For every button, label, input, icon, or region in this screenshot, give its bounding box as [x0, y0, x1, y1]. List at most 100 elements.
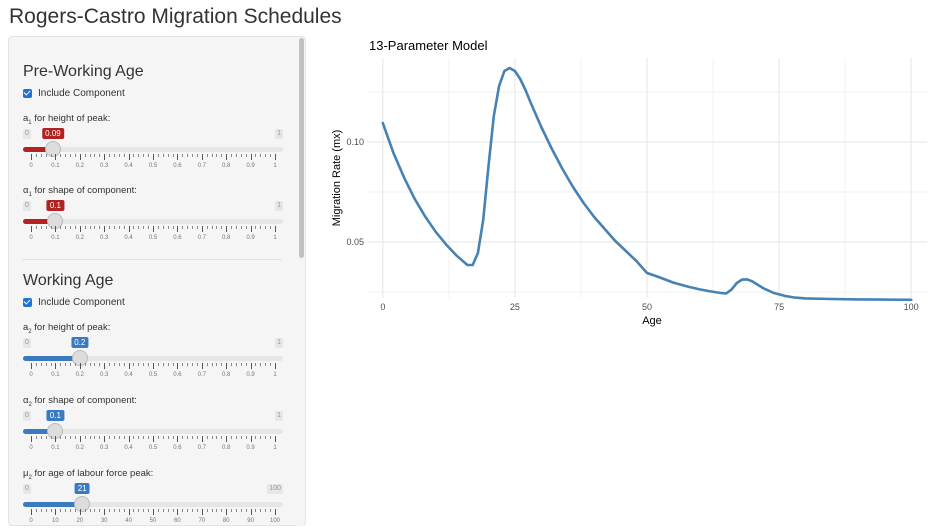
slider-tick-labels: 0 0.1 0.2 0.3 0.4 0.5 0.6 0.7 0.8 0.9 1: [23, 163, 283, 171]
slider-minor-tick: [138, 436, 140, 439]
slider-tick-label: 0.3: [100, 445, 109, 451]
alpha1-label: α1 for shape of component:: [23, 185, 137, 198]
slider-minor-tick: [113, 226, 115, 229]
slider-minor-tick: [255, 363, 257, 366]
slider-minor-tick: [35, 226, 37, 229]
slider-minor-tick: [187, 509, 189, 512]
slider-tick-label: 0.8: [222, 163, 231, 169]
slider-major-tick: [177, 154, 179, 160]
y-axis-label: Migration Rate (mx): [331, 130, 343, 227]
slider-minor-tick: [167, 226, 169, 229]
mu2-slider[interactable]: 0 100 21 0 10 20 30 40 50 60 70 80 90 100: [23, 483, 283, 532]
slider-tick-label: 90: [247, 518, 254, 524]
slider-major-tick: [128, 509, 130, 515]
slider-minor-tick: [157, 436, 159, 439]
sidebar-scrollbar-thumb[interactable]: [299, 38, 304, 258]
slider-minor-tick: [65, 363, 67, 366]
slider-tick-label: 0.7: [197, 235, 206, 241]
pre-working-include-toggle[interactable]: Include Component: [23, 88, 125, 99]
slider-minor-tick: [270, 436, 272, 439]
working-include-toggle[interactable]: Include Component: [23, 297, 125, 308]
slider-minor-tick: [133, 509, 135, 512]
slider-minor-tick: [231, 363, 233, 366]
slider-minor-tick: [235, 436, 237, 439]
slider-ticks: [23, 509, 283, 517]
slider-tick-label: 0.3: [100, 235, 109, 241]
slider-minor-tick: [94, 226, 96, 229]
slider-minor-tick: [157, 226, 159, 229]
slider-minor-tick: [255, 436, 257, 439]
slider-minor-tick: [99, 509, 101, 512]
slider-minor-tick: [162, 436, 164, 439]
slider-minor-tick: [113, 436, 115, 439]
sidebar-scrollbar-track[interactable]: [297, 38, 304, 526]
slider-minor-tick: [206, 509, 208, 512]
slider-minor-tick: [211, 154, 213, 157]
slider-minor-tick: [99, 363, 101, 366]
slider-major-tick: [177, 436, 179, 442]
slider-major-tick: [128, 226, 130, 232]
slider-minor-tick: [109, 154, 111, 157]
checkbox-checked-icon[interactable]: [23, 298, 32, 307]
alpha2-slider[interactable]: 0 1 0.1 0 0.1 0.2 0.3 0.4 0.5 0.6 0.7 0.8 0.9 1: [23, 410, 283, 459]
slider-major-tick: [79, 226, 81, 232]
slider-tick-label: 0.4: [124, 163, 133, 169]
slider-minor-tick: [118, 436, 120, 439]
slider-min-label: 0: [23, 129, 31, 139]
slider-tick-label: 0.3: [100, 163, 109, 169]
slider-tick-label: 0: [29, 372, 33, 378]
slider-minor-tick: [182, 154, 184, 157]
slider-minor-tick: [118, 509, 120, 512]
y-tick-label: 0.05: [346, 237, 364, 247]
slider-track[interactable]: [23, 502, 283, 507]
slider-tick-label: 0.7: [197, 445, 206, 451]
slider-minor-tick: [45, 226, 47, 229]
slider-tick-label: 0.2: [75, 163, 84, 169]
slider-minor-tick: [84, 154, 86, 157]
slider-minor-tick: [84, 436, 86, 439]
slider-value-badge: 0.1: [46, 410, 64, 421]
slider-handle[interactable]: [44, 141, 61, 157]
slider-major-tick: [275, 226, 276, 232]
slider-fill: [23, 219, 56, 224]
slider-tick-label: 20: [76, 518, 84, 524]
slider-minor-tick: [89, 226, 91, 229]
slider-major-tick: [250, 509, 252, 515]
slider-minor-tick: [94, 154, 96, 157]
slider-minor-tick: [40, 509, 42, 512]
app-title: Rogers-Castro Migration Schedules: [9, 5, 342, 28]
slider-track[interactable]: [23, 219, 283, 224]
slider-minor-tick: [74, 154, 76, 157]
slider-minor-tick: [221, 363, 223, 366]
slider-tick-label: 0.5: [148, 372, 158, 378]
slider-minor-tick: [172, 363, 174, 366]
slider-major-tick: [226, 436, 228, 442]
slider-minor-tick: [50, 436, 52, 439]
slider-minor-tick: [109, 436, 111, 439]
slider-max-label: 1: [275, 338, 283, 348]
slider-minor-tick: [235, 226, 237, 229]
slider-handle[interactable]: [74, 496, 91, 512]
a2-slider[interactable]: 0 1 0.2 0 0.1 0.2 0.3 0.4 0.5 0.6 0.7 0.8 0.9 1: [23, 337, 283, 386]
slider-minor-tick: [245, 226, 247, 229]
slider-minor-tick: [206, 226, 208, 229]
slider-track[interactable]: [23, 429, 283, 434]
slider-track[interactable]: [23, 356, 283, 361]
alpha1-slider[interactable]: 0 1 0.1 0 0.1 0.2 0.3 0.4 0.5 0.6 0.7 0.8 0.9 1: [23, 200, 283, 249]
slider-max-label: 1: [275, 201, 283, 211]
slider-minor-tick: [70, 154, 72, 157]
slider-tick-label: 70: [198, 518, 206, 524]
slider-minor-tick: [235, 363, 237, 366]
a1-slider[interactable]: 0 1 0.09 0 0.1 0.2 0.3 0.4 0.5 0.6 0.7 0.8 0.9 1: [23, 128, 283, 177]
slider-minor-tick: [148, 363, 150, 366]
slider-track[interactable]: [23, 147, 283, 152]
slider-tick-label: 0.2: [75, 445, 84, 451]
slider-tick-label: 0.9: [246, 372, 255, 378]
slider-tick-label: 0: [29, 445, 33, 451]
slider-minor-tick: [157, 154, 159, 157]
slider-minor-tick: [138, 154, 140, 157]
slider-minor-tick: [45, 509, 47, 512]
slider-tick-label: 10: [52, 518, 59, 524]
slider-minor-tick: [50, 226, 52, 229]
checkbox-checked-icon[interactable]: [23, 89, 32, 98]
